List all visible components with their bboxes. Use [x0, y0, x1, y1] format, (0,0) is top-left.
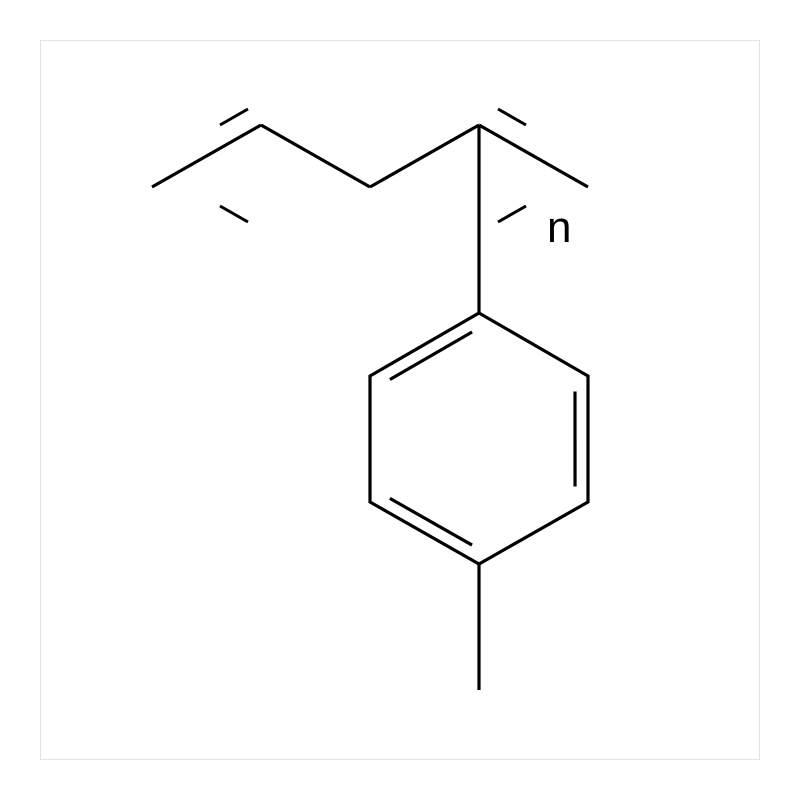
- repeat-subscript-n: n: [547, 203, 571, 253]
- bond-backbone-2: [261, 125, 370, 187]
- repeat-bracket-right: [498, 109, 526, 222]
- bracket-right-top: [498, 109, 526, 125]
- bracket-right-bottom: [498, 206, 526, 222]
- bracket-left-top: [220, 109, 248, 125]
- chemical-structure: [0, 0, 800, 800]
- polymer-backbone: [152, 125, 588, 187]
- benzene-ring: [370, 313, 588, 564]
- bond-backbone-3: [370, 125, 479, 187]
- ring-hexagon: [370, 313, 588, 564]
- bracket-left-bottom: [220, 206, 248, 222]
- bond-backbone-1: [152, 125, 261, 187]
- bond-backbone-4: [479, 125, 588, 187]
- repeat-bracket-left: [220, 109, 248, 222]
